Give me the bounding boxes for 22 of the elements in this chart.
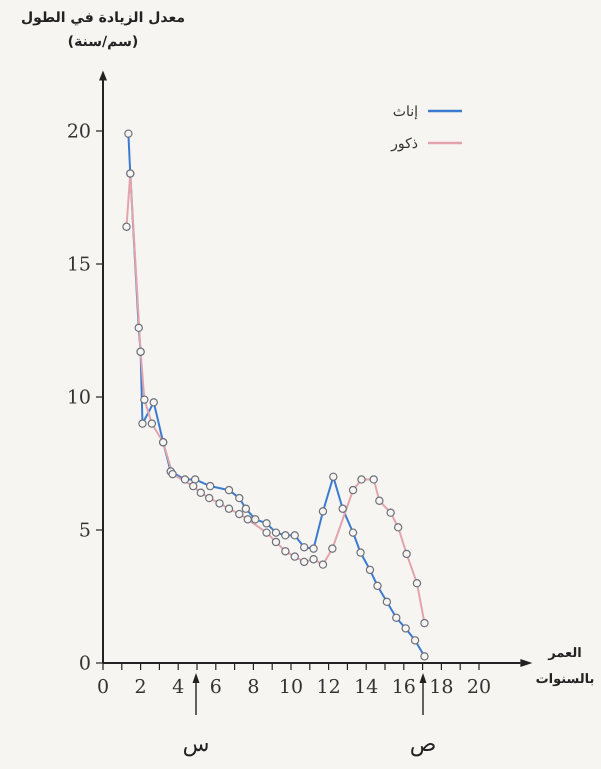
x-tick-label: 0 [96,676,110,698]
x-axis-title: العمر بالسنوات [536,646,594,687]
x-tick-label: 12 [316,676,341,698]
x-tick-label: 18 [429,676,454,698]
x-tick-label: 16 [392,676,416,698]
y-tick-label: 0 [78,652,91,675]
x-tick-label: 14 [354,676,378,698]
x-tick-label: 8 [247,676,260,698]
x-tick-label: 4 [172,676,184,698]
x-tick-label: 20 [466,676,492,698]
y-tick-label: 20 [66,120,91,143]
x-tick-label: 6 [210,676,222,698]
y-tick-label: 15 [66,254,91,276]
legend-label: ذكور [390,136,418,152]
y-axis-title: معدل الزيادة في الطول (سم/سنة) [20,10,186,50]
y-tick-label: 10 [66,386,91,409]
text: س [182,732,210,757]
x-tick-label: 2 [134,676,147,698]
legend-label: إناث [392,104,418,120]
text: ص [410,732,436,757]
y-tick-label: 5 [78,520,91,542]
x-tick-label: 10 [278,676,304,698]
